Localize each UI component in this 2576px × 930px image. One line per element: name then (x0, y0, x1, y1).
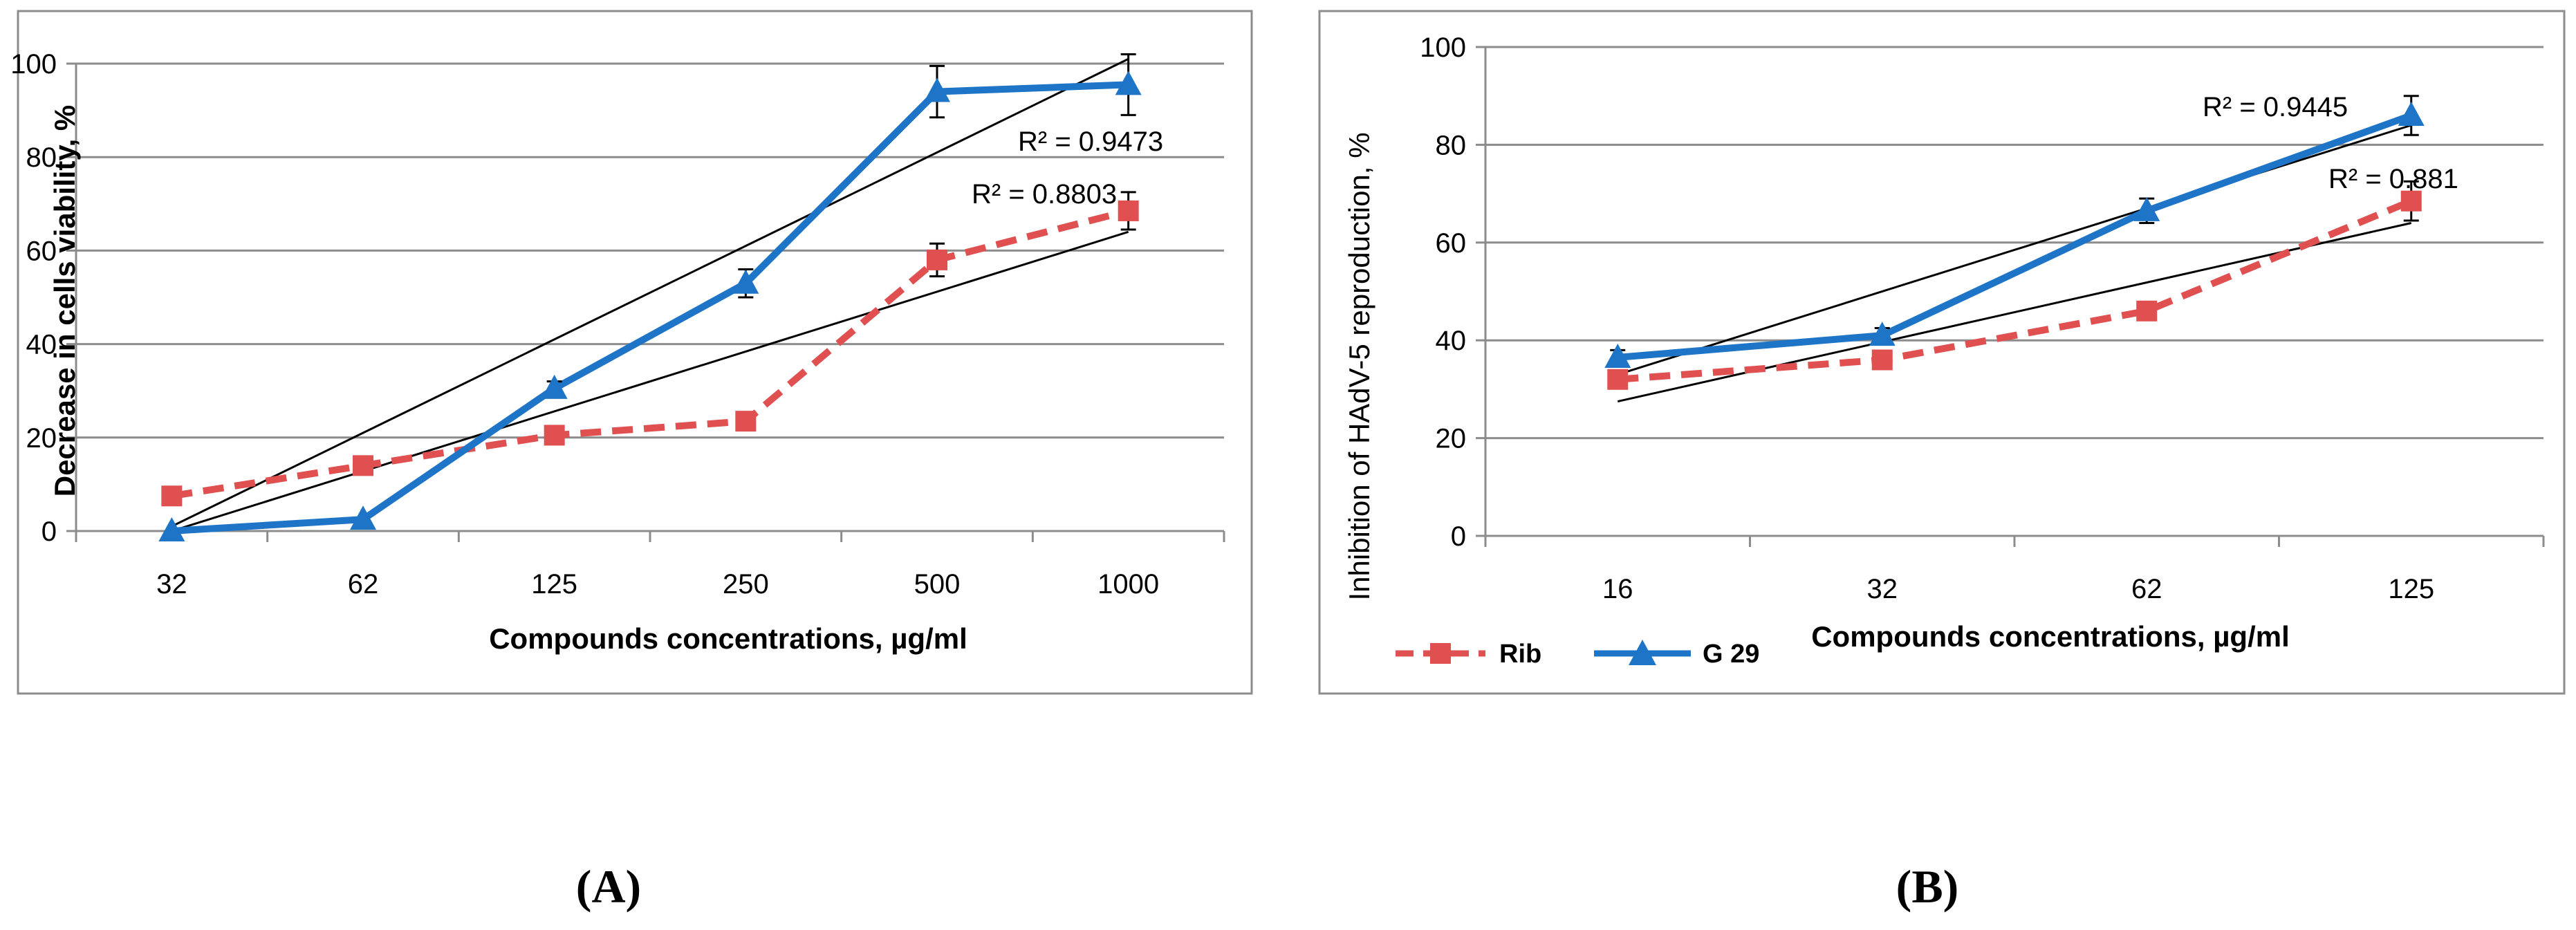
trendline-1 (171, 230, 1129, 532)
legend-marker-g29 (1629, 640, 1656, 665)
data-point-g29 (732, 269, 759, 294)
y-tick-label: 60 (1436, 228, 1467, 259)
y-tick-label: 100 (1420, 32, 1466, 63)
r2-label-rib: R² = 0.881 (2328, 164, 2458, 194)
series-line-g29 (172, 81, 1129, 534)
x-axis-title: Compounds concentrations, µg/ml (489, 622, 967, 655)
y-tick-label: 100 (10, 49, 57, 80)
y-tick-label: 40 (1436, 326, 1467, 356)
r2-label-g29: R² = 0.9473 (1018, 127, 1163, 157)
x-tick-label: 16 (1602, 574, 1633, 604)
chart-a: 0 20 40 60 80 100 32 62 125 250 500 1000 R² = 0.94… (10, 10, 1253, 913)
series-line-rib (1617, 198, 2413, 383)
data-point-g29 (1604, 343, 1631, 368)
data-point-g29 (1115, 71, 1142, 95)
y-tick-label: 60 (26, 236, 57, 266)
y-tick-label: 20 (1436, 424, 1467, 454)
x-tick-label: 250 (723, 569, 769, 599)
x-tick-label: 125 (2388, 574, 2434, 604)
chart-a-frame (17, 10, 1253, 695)
y-tick-label: 80 (1436, 130, 1467, 160)
series-line-rib (171, 207, 1129, 500)
chart-b: 0 20 40 60 80 100 16 32 62 125 R² = 0.9445 R² = … (1318, 10, 2566, 913)
y-tick-label: 0 (41, 517, 57, 547)
data-point-g29 (2133, 196, 2160, 221)
legend-label-rib: Rib (1499, 640, 1541, 669)
legend: Rib G 29 (1396, 640, 1759, 669)
panel-label-a: (A) (576, 860, 641, 913)
data-point-rib (1118, 200, 1139, 221)
data-point-rib (161, 485, 183, 507)
data-point-rib (1871, 349, 1893, 371)
y-axis-title: Decrease in cells viability, % (48, 105, 81, 497)
x-tick-label: 125 (531, 569, 577, 599)
x-axis-title: Compounds concentrations, µg/ml (1811, 620, 2290, 653)
x-tick-label: 62 (2131, 574, 2162, 604)
x-tick-label: 32 (1867, 574, 1898, 604)
x-tick-label: 1000 (1097, 569, 1159, 599)
series-line-g29 (1617, 112, 2413, 361)
legend-marker-rib (1430, 643, 1451, 664)
data-point-rib (2136, 300, 2158, 322)
y-axis-title: Inhibition of HAdV-5 reproduction, % (1343, 132, 1375, 600)
r2-label-rib: R² = 0.8803 (972, 179, 1117, 210)
data-point-g29 (541, 374, 568, 399)
data-point-rib (1607, 369, 1629, 390)
panel-label-b: (B) (1896, 860, 1959, 913)
r2-label-g29: R² = 0.9445 (2203, 92, 2348, 122)
data-point-rib (544, 425, 565, 446)
data-point-g29 (1869, 322, 1896, 346)
data-point-rib (735, 411, 757, 432)
legend-label-g29: G 29 (1703, 640, 1759, 669)
data-point-rib (927, 249, 947, 270)
data-point-g29 (924, 77, 950, 102)
y-tick-label: 0 (1451, 521, 1466, 552)
x-tick-label: 62 (348, 569, 379, 599)
trendline-0 (171, 57, 1129, 528)
y-tick-label: 20 (26, 423, 57, 454)
x-tick-label: 500 (914, 569, 961, 599)
data-point-g29 (2398, 101, 2425, 126)
data-point-rib (353, 455, 373, 476)
data-point-rib (2400, 190, 2422, 212)
y-tick-label: 40 (26, 330, 57, 360)
data-point-g29 (350, 505, 376, 530)
data-point-g29 (158, 517, 185, 541)
y-tick-label: 80 (26, 142, 57, 173)
x-tick-label: 32 (156, 569, 187, 599)
